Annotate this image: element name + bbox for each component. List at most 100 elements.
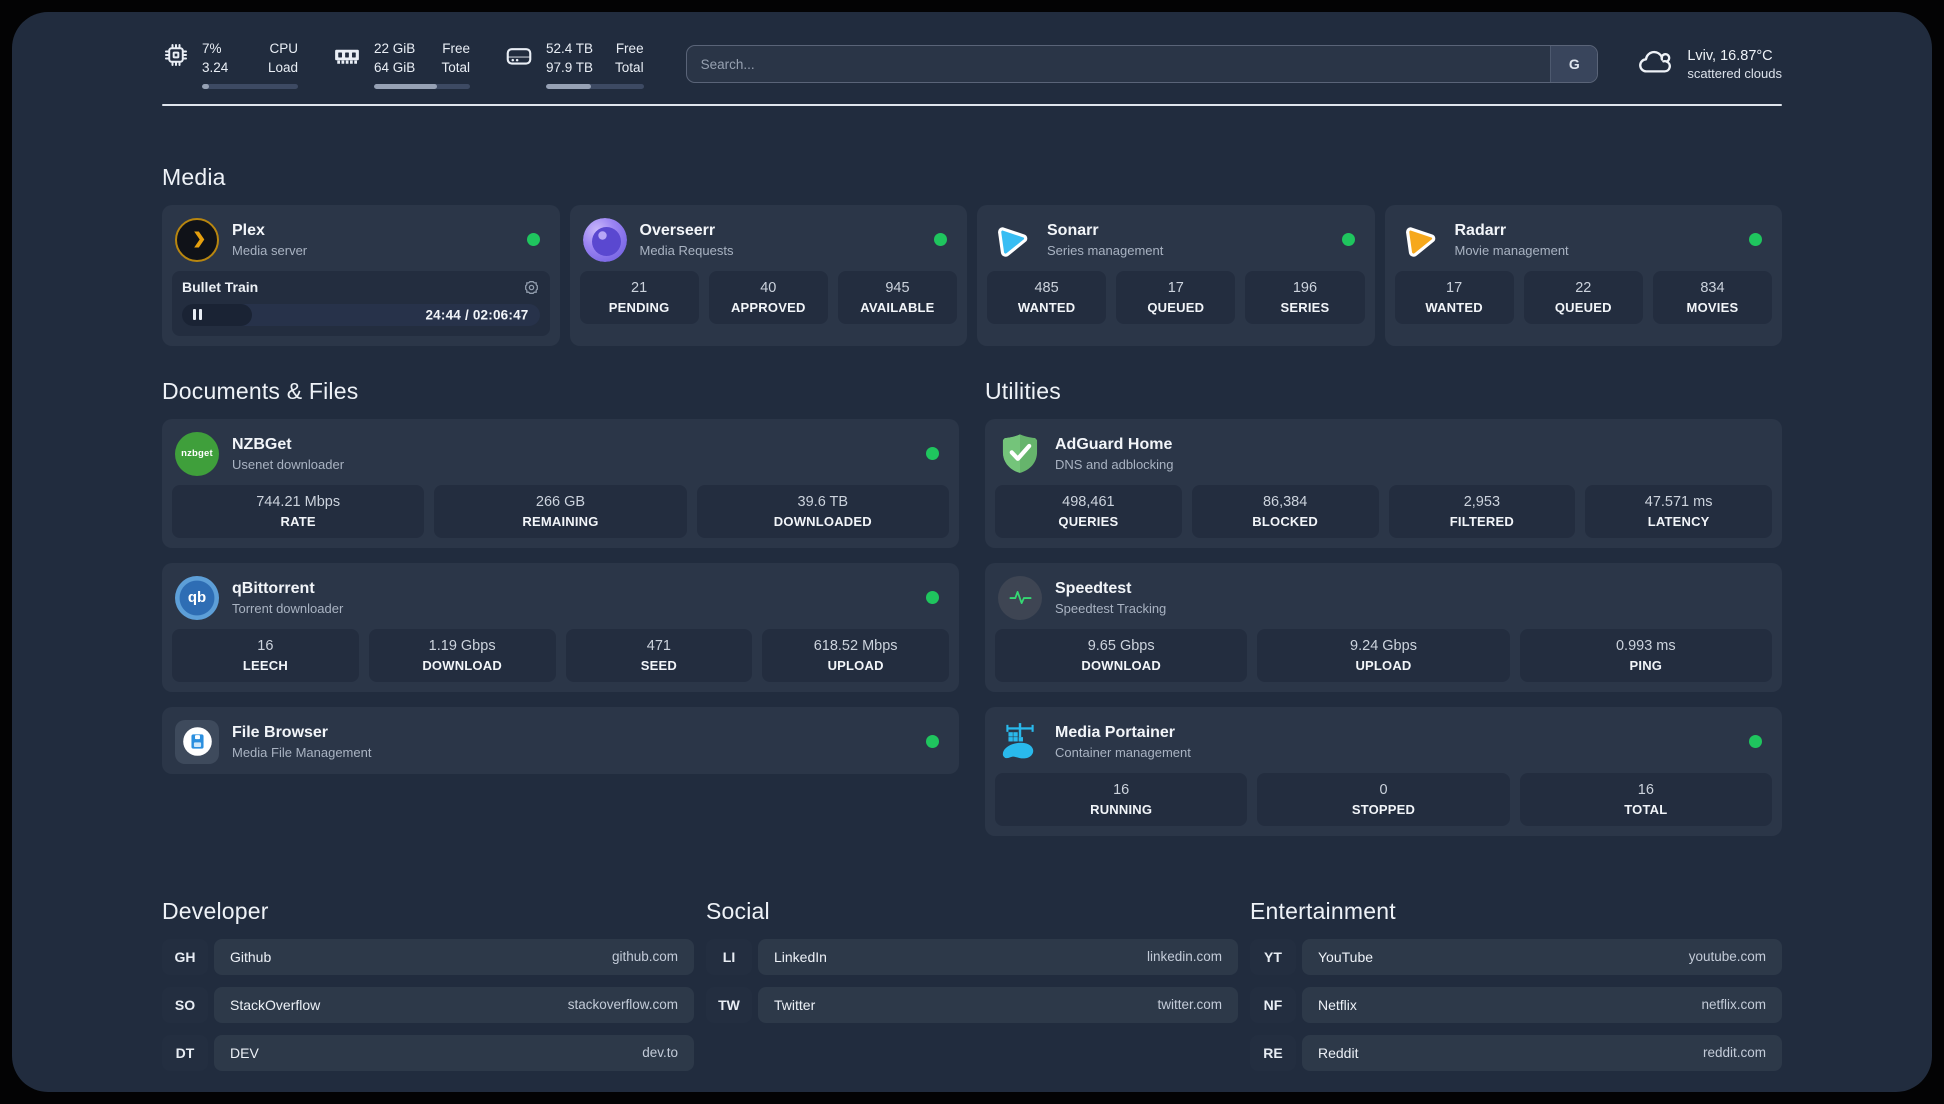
bookmark-abbr: YT	[1250, 938, 1296, 975]
bookmark-url: netflix.com	[1701, 997, 1766, 1013]
stat-running: 16 RUNNING	[995, 772, 1248, 826]
bookmark-youtube[interactable]: YT YouTube youtube.com	[1250, 938, 1782, 975]
system-stat-line: 52.4 TB Free	[546, 40, 644, 59]
app-card-header: nzbget NZBGet Usenet downloader	[172, 429, 949, 476]
app-card-overseerr[interactable]: Overseerr Media Requests 21 PENDING 40 APPROV…	[569, 204, 967, 346]
app-name: AdGuard Home	[1055, 435, 1173, 453]
stat-value: 0	[1379, 781, 1388, 798]
stat-value: 9.65 Gbps	[1087, 637, 1155, 654]
cloud-icon	[1636, 47, 1674, 81]
bookmark-twitter[interactable]: TW Twitter twitter.com	[706, 986, 1238, 1023]
stat-queries: 498,461 QUERIES	[995, 484, 1182, 538]
stat-value: 16	[1637, 781, 1654, 798]
app-card-header: Sonarr Series management	[987, 215, 1365, 262]
stat-queued: 22 QUEUED	[1523, 270, 1643, 324]
stat-remaining: 266 GB REMAINING	[434, 484, 687, 538]
app-card-header: AdGuard Home DNS and adblocking	[995, 429, 1772, 476]
bookmark-pill: StackOverflow stackoverflow.com	[214, 986, 694, 1023]
app-card-sonarr[interactable]: Sonarr Series management 485 WANTED 17 QUEUED…	[977, 204, 1375, 346]
stat-upload: 618.52 Mbps UPLOAD	[762, 628, 949, 682]
adguard-icon	[998, 432, 1042, 476]
bookmark-netflix[interactable]: NF Netflix netflix.com	[1250, 986, 1782, 1023]
app-card-speedtest[interactable]: Speedtest Speedtest Tracking 9.65 Gbps DOWN…	[985, 562, 1782, 692]
app-card-radarr[interactable]: Radarr Movie management 17 WANTED 22 QUEUED 83…	[1384, 204, 1782, 346]
dashboard-panel: 7% CPU 3.24 Load 22 GiB Free 64 GiB Total 52.4 T…	[12, 12, 1932, 1092]
bookmark-stackoverflow[interactable]: SO StackOverflow stackoverflow.com	[162, 986, 694, 1023]
stat-download: 1.19 Gbps DOWNLOAD	[368, 628, 556, 682]
status-dot-online	[1341, 233, 1355, 247]
stat-label: PENDING	[608, 299, 670, 315]
app-subtitle: Series management	[1047, 242, 1164, 258]
bookmark-abbr: RE	[1250, 1034, 1296, 1071]
usage-bar-fill	[546, 83, 591, 89]
system-stat-line: 22 GiB Free	[374, 40, 470, 59]
stat-value-text: 7%	[202, 41, 222, 56]
stat-value: 2,953	[1463, 493, 1501, 510]
status-dot-online	[1749, 735, 1762, 749]
plex-icon	[175, 217, 219, 262]
app-card-adguard-home[interactable]: AdGuard Home DNS and adblocking 498,461 QUE…	[985, 418, 1782, 548]
bookmark-github[interactable]: GH Github github.com	[162, 938, 694, 975]
app-subtitle: Media server	[232, 242, 308, 258]
app-card-header: Overseerr Media Requests	[580, 215, 958, 262]
section-title-utilities: Utilities	[985, 377, 1061, 404]
now-playing-header: Bullet Train	[182, 279, 540, 296]
app-card-qbittorrent[interactable]: qb qBittorrent Torrent downloader 16 LEECH 1.…	[162, 562, 959, 692]
section-title-media: Media	[162, 163, 226, 190]
app-card-plex[interactable]: Plex Media server Bullet Train 24:44 / 02:0…	[162, 204, 560, 346]
bookmark-name: LinkedIn	[774, 948, 827, 965]
stat-value: 21	[631, 279, 648, 296]
stat-wanted: 17 WANTED	[1394, 270, 1514, 324]
stat-leech: 16 LEECH	[172, 628, 359, 682]
gear-icon[interactable]	[523, 279, 540, 296]
system-stat-line: 97.9 TB Total	[546, 59, 644, 78]
stat-available: 945 AVAILABLE	[837, 270, 958, 324]
search-bar[interactable]: G	[685, 45, 1599, 84]
speedtest-icon	[998, 575, 1042, 620]
search-input[interactable]	[686, 46, 1551, 83]
radarr-icon	[1398, 218, 1442, 262]
stat-value-text: 52.4 TB	[546, 41, 594, 56]
app-titles: Sonarr Series management	[1047, 222, 1329, 258]
bookmark-group-social: Social LI LinkedIn linkedin.com TW Twitter twi…	[706, 898, 1238, 1083]
stat-approved: 40 APPROVED	[708, 270, 828, 324]
system-stat-line: 7% CPU	[202, 40, 298, 59]
app-name: Plex	[232, 221, 265, 239]
bookmark-url: github.com	[611, 949, 678, 965]
bookmark-reddit[interactable]: RE Reddit reddit.com	[1250, 1034, 1782, 1071]
app-card-file-browser[interactable]: File Browser Media File Management	[162, 706, 959, 774]
app-subtitle: Usenet downloader	[232, 456, 345, 472]
usage-bar-fill	[374, 83, 438, 89]
app-subtitle: Torrent downloader	[232, 600, 344, 616]
qbittorrent-icon: qb	[175, 575, 219, 620]
ram-icon	[332, 41, 362, 76]
bookmark-abbr: TW	[706, 986, 752, 1023]
system-stat-disk: 52.4 TB Free 97.9 TB Total	[504, 40, 644, 89]
status-dot-online	[526, 233, 540, 247]
playback-progress-bar[interactable]: 24:44 / 02:06:47	[182, 303, 540, 326]
section-title-entertainment: Entertainment	[1250, 897, 1396, 924]
bookmark-linkedin[interactable]: LI LinkedIn linkedin.com	[706, 938, 1238, 975]
app-stats-row: 21 PENDING 40 APPROVED 945 AVAILABLE	[579, 270, 958, 324]
app-card-nzbget[interactable]: nzbget NZBGet Usenet downloader 744.21 Mbps…	[162, 418, 959, 548]
app-card-media-portainer[interactable]: Media Portainer Container management 16 RUN…	[985, 706, 1782, 836]
app-stats-row: 16 LEECH 1.19 Gbps DOWNLOAD 471 SEED 618.52 Mb…	[172, 628, 949, 682]
weather-widget: Lviv, 16.87°C scattered clouds	[1636, 47, 1782, 81]
stat-label: LEECH	[242, 657, 288, 673]
stat-value: 744.21 Mbps	[256, 493, 341, 510]
stat-wanted: 485 WANTED	[987, 270, 1107, 324]
app-stats-row: 9.65 Gbps DOWNLOAD 9.24 Gbps UPLOAD 0.993 ms…	[995, 628, 1772, 682]
bookmark-dev[interactable]: DT DEV dev.to	[162, 1034, 694, 1071]
search-engine-button[interactable]: G	[1550, 46, 1598, 83]
app-titles: AdGuard Home DNS and adblocking	[1055, 436, 1768, 472]
app-subtitle: Media Requests	[639, 242, 734, 258]
overseerr-icon	[582, 217, 627, 262]
status-dot-online	[926, 447, 939, 461]
stat-download: 9.65 Gbps DOWNLOAD	[995, 628, 1248, 682]
pause-icon[interactable]	[193, 309, 202, 321]
stat-value: 40	[760, 279, 777, 296]
stat-upload: 9.24 Gbps UPLOAD	[1257, 628, 1510, 682]
app-titles: Media Portainer Container management	[1055, 724, 1736, 760]
app-stats-row: 16 RUNNING 0 STOPPED 16 TOTAL	[995, 772, 1772, 826]
section-title-social: Social	[706, 897, 770, 924]
